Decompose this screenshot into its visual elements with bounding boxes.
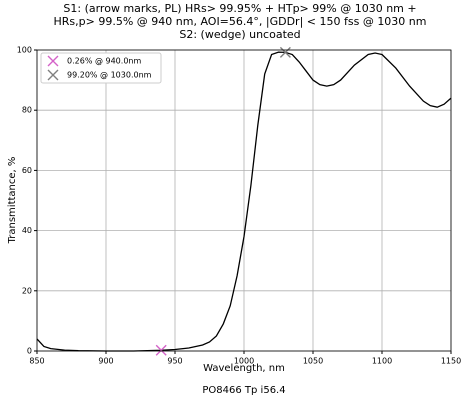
title-line: S2: (wedge) uncoated [179, 28, 300, 41]
x-tick-label: 1050 [303, 357, 323, 366]
x-tick-label: 1100 [372, 357, 392, 366]
y-tick-label: 0 [27, 347, 32, 356]
y-tick-label: 40 [22, 226, 32, 235]
x-tick-label: 850 [29, 357, 44, 366]
legend-label: 99.20% @ 1030.0nm [67, 71, 152, 80]
y-tick-label: 60 [22, 166, 32, 175]
marker [279, 46, 291, 58]
y-axis-label: Transmittance, % [7, 157, 18, 245]
legend-marker [47, 69, 59, 81]
y-tick-label: 80 [22, 106, 32, 115]
plot-frame [36, 49, 452, 352]
data-line [36, 51, 452, 352]
marker [155, 344, 167, 356]
y-tick-label: 20 [22, 286, 32, 295]
footer: PO8466 Tp i56.4 [202, 385, 285, 396]
x-tick-label: 950 [167, 357, 182, 366]
legend-marker [47, 55, 59, 67]
y-tick-label: 100 [17, 46, 32, 55]
title-line: S1: (arrow marks, PL) HRs> 99.95% + HTp>… [63, 2, 416, 15]
title-line: HRs,p> 99.5% @ 940 nm, AOI=56.4°, |GDDr|… [54, 15, 427, 28]
x-axis-label: Wavelength, nm [203, 363, 285, 374]
x-tick-label: 1000 [234, 357, 254, 366]
x-tick-label: 1150 [441, 357, 461, 366]
legend-label: 0.26% @ 940.0nm [67, 57, 141, 66]
x-tick-label: 900 [98, 357, 113, 366]
legend-box [40, 52, 162, 84]
